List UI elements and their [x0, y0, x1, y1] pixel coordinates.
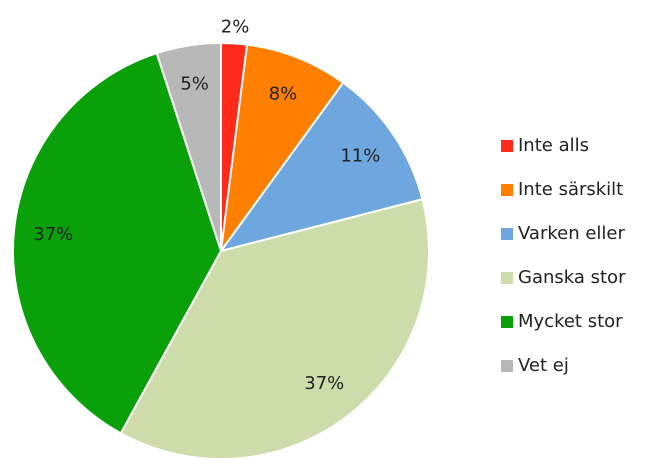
legend-label: Vet ej	[518, 355, 569, 376]
legend-swatch	[501, 272, 513, 284]
data-label: 8%	[269, 83, 298, 104]
legend-label: Varken eller	[518, 223, 625, 244]
pie-slice	[12, 51, 223, 435]
data-label: 37%	[33, 224, 73, 245]
legend-label: Ganska stor	[518, 267, 626, 288]
legend-swatch	[501, 140, 513, 152]
pie-slice	[220, 43, 345, 252]
data-label: 2%	[221, 16, 250, 37]
pie-slice	[119, 198, 430, 460]
legend-swatch	[501, 228, 513, 240]
legend-swatch	[501, 316, 513, 328]
data-label: 11%	[340, 145, 380, 166]
data-label: 5%	[180, 74, 209, 95]
legend-label: Mycket stor	[518, 311, 623, 332]
legend-label: Inte särskilt	[518, 179, 623, 200]
legend-label: Inte alls	[518, 135, 589, 156]
pie-slice	[155, 41, 222, 252]
data-label: 37%	[304, 373, 344, 394]
pie-slice	[218, 81, 424, 253]
legend-swatch	[501, 184, 513, 196]
legend-swatch	[501, 360, 513, 372]
